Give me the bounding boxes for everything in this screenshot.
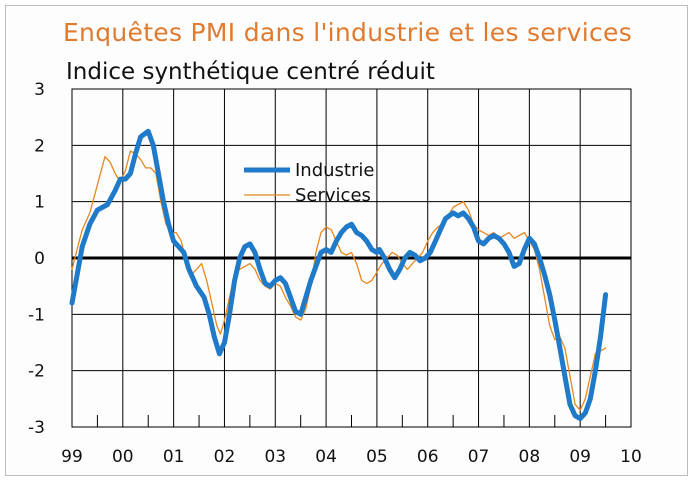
legend: Industrie Services bbox=[244, 160, 374, 206]
x-tick-label: 08 bbox=[519, 447, 541, 467]
chart-title: Enquêtes PMI dans l'industrie et les ser… bbox=[62, 18, 633, 47]
chart-subtitle: Indice synthétique centré réduit bbox=[66, 59, 435, 85]
y-tick-label: 3 bbox=[34, 80, 45, 100]
y-tick-label: -3 bbox=[28, 418, 45, 438]
x-tick-label: 09 bbox=[569, 447, 591, 467]
x-tick-label: 07 bbox=[468, 447, 490, 467]
x-tick-label: 02 bbox=[214, 447, 236, 467]
y-axis: 3 2 1 0 -1 -2 -3 bbox=[28, 80, 45, 438]
series-lines bbox=[69, 128, 609, 422]
x-tick-label: 05 bbox=[366, 447, 388, 467]
y-tick-label: -1 bbox=[28, 305, 45, 325]
x-tick-label: 10 bbox=[620, 447, 642, 467]
x-tick-label: 04 bbox=[315, 447, 337, 467]
y-tick-label: 1 bbox=[34, 193, 45, 213]
x-tick-label: 99 bbox=[61, 447, 83, 467]
series-line-industrie bbox=[69, 128, 609, 422]
x-axis: 99 00 01 02 03 04 05 06 07 08 09 10 bbox=[61, 447, 642, 467]
legend-label-services: Services bbox=[295, 185, 371, 206]
y-tick-label: -2 bbox=[28, 362, 45, 382]
x-tick-label: 06 bbox=[417, 447, 439, 467]
y-tick-label: 2 bbox=[34, 136, 45, 156]
x-tick-label: 00 bbox=[112, 447, 134, 467]
x-tick-label: 01 bbox=[163, 447, 185, 467]
x-tick-label: 03 bbox=[264, 447, 286, 467]
y-tick-label: 0 bbox=[34, 249, 45, 269]
legend-label-industrie: Industrie bbox=[295, 160, 374, 181]
